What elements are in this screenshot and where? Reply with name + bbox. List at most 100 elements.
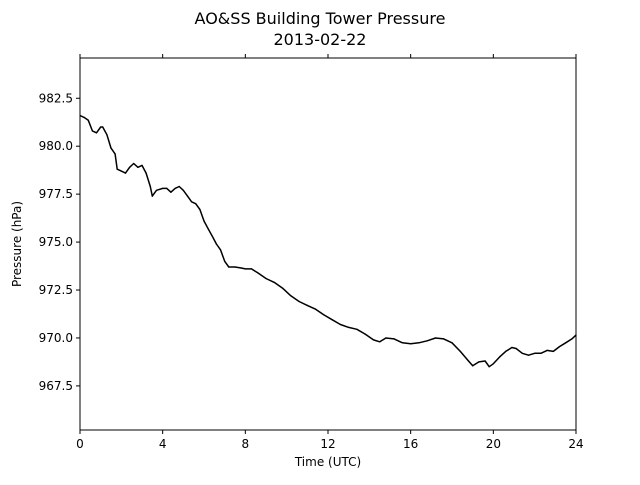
data-point bbox=[298, 300, 300, 303]
data-point bbox=[244, 268, 246, 270]
data-point bbox=[472, 365, 474, 367]
plot-frame bbox=[79, 57, 577, 431]
data-point bbox=[540, 352, 542, 354]
data-point bbox=[257, 272, 259, 274]
data-point bbox=[191, 201, 193, 203]
data-point bbox=[207, 228, 209, 230]
data-point bbox=[106, 134, 108, 136]
data-point bbox=[467, 360, 470, 362]
data-point bbox=[174, 187, 176, 189]
data-point bbox=[410, 343, 412, 345]
data-point bbox=[552, 350, 554, 352]
chart-title: AO&SS Building Tower Pressure bbox=[195, 9, 446, 28]
y-tick-label: 970.0 bbox=[39, 331, 73, 345]
data-point bbox=[385, 337, 387, 339]
data-point bbox=[515, 347, 517, 350]
data-point bbox=[120, 170, 122, 172]
plot-layer bbox=[79, 114, 577, 368]
data-point bbox=[273, 281, 275, 283]
data-point bbox=[129, 166, 131, 168]
data-point bbox=[110, 147, 112, 149]
y-tick-label: 967.5 bbox=[39, 379, 73, 393]
x-tick-label: 0 bbox=[76, 437, 84, 451]
data-point bbox=[565, 342, 567, 344]
ticks-layer: 0 4 8 12 16 20 24 967.5 970.0 972.5 975.0 977.5 980.… bbox=[39, 54, 584, 451]
data-point bbox=[443, 338, 445, 340]
data-point bbox=[228, 266, 230, 268]
data-point bbox=[265, 277, 267, 280]
data-point bbox=[379, 341, 381, 343]
x-tick-label: 12 bbox=[320, 437, 335, 451]
y-tick-label: 972.5 bbox=[39, 283, 73, 297]
data-point bbox=[426, 340, 428, 342]
data-point bbox=[459, 350, 461, 352]
data-point bbox=[100, 126, 102, 128]
data-point bbox=[339, 323, 341, 326]
data-point bbox=[166, 187, 168, 189]
data-point bbox=[492, 363, 494, 365]
data-point bbox=[290, 295, 292, 297]
data-point bbox=[137, 166, 139, 168]
data-point bbox=[478, 361, 480, 363]
data-point bbox=[162, 187, 164, 189]
data-point bbox=[323, 314, 325, 316]
data-point bbox=[434, 337, 437, 339]
x-tick-label: 4 bbox=[159, 437, 167, 451]
data-point bbox=[558, 346, 561, 348]
y-axis-label: Pressure (hPa) bbox=[10, 201, 24, 287]
data-point bbox=[124, 172, 127, 174]
y-tick-label: 977.5 bbox=[39, 187, 73, 201]
x-tick-label: 24 bbox=[568, 437, 583, 451]
data-point bbox=[145, 172, 147, 174]
data-point bbox=[234, 266, 236, 268]
x-tick-label: 16 bbox=[403, 437, 418, 451]
data-point bbox=[95, 132, 98, 134]
data-point bbox=[116, 168, 118, 170]
x-tick-label: 20 bbox=[486, 437, 501, 451]
data-point bbox=[356, 328, 358, 330]
data-point bbox=[393, 338, 395, 340]
data-point bbox=[348, 326, 350, 328]
data-point bbox=[511, 346, 513, 349]
data-point bbox=[250, 268, 253, 270]
data-point bbox=[91, 130, 93, 132]
data-point bbox=[484, 360, 486, 362]
data-point bbox=[505, 350, 507, 352]
data-point bbox=[546, 349, 548, 351]
data-point bbox=[151, 195, 153, 197]
data-point bbox=[211, 235, 213, 237]
data-point bbox=[219, 249, 222, 251]
data-point bbox=[240, 267, 242, 269]
data-point bbox=[102, 126, 104, 128]
data-point bbox=[306, 304, 308, 306]
data-point bbox=[182, 189, 184, 191]
y-tick-label: 980.0 bbox=[39, 139, 73, 153]
data-point bbox=[521, 352, 523, 354]
data-point bbox=[170, 191, 172, 193]
data-point bbox=[203, 220, 205, 222]
y-tick-label: 982.5 bbox=[39, 91, 73, 105]
data-point bbox=[527, 354, 530, 356]
data-point bbox=[199, 208, 201, 211]
data-point bbox=[364, 333, 366, 335]
data-point bbox=[331, 319, 333, 321]
data-point bbox=[149, 185, 151, 188]
data-point bbox=[488, 366, 490, 368]
pressure-series-line bbox=[79, 114, 577, 368]
data-point bbox=[418, 342, 420, 344]
x-tick-label: 8 bbox=[242, 437, 250, 451]
data-point bbox=[224, 260, 226, 262]
data-point bbox=[141, 164, 143, 166]
data-point bbox=[155, 189, 158, 191]
chart-subtitle: 2013-02-22 bbox=[274, 30, 367, 49]
data-point bbox=[114, 153, 116, 155]
data-point bbox=[195, 203, 197, 205]
data-point bbox=[133, 162, 135, 165]
x-axis-label: Time (UTC) bbox=[294, 455, 361, 469]
data-point bbox=[178, 185, 180, 188]
data-point bbox=[315, 308, 317, 310]
data-point bbox=[215, 243, 217, 245]
